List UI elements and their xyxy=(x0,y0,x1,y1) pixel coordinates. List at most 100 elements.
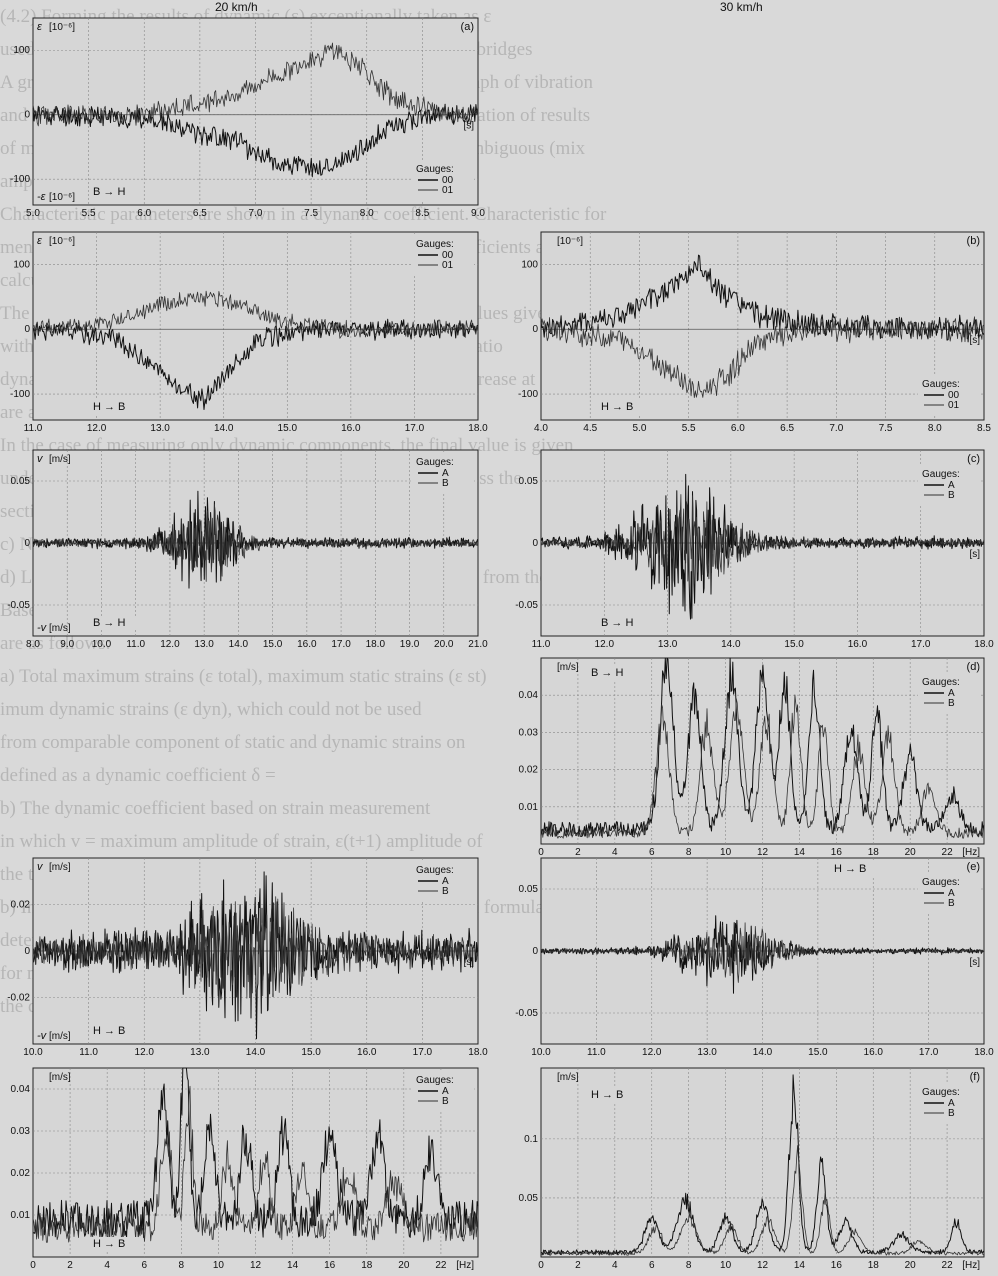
legend-item-label: 00 xyxy=(948,390,960,401)
x-tick-label: 22 xyxy=(435,1260,447,1271)
x-tick-label: 18 xyxy=(868,847,880,858)
x-tick-label: 8 xyxy=(686,1260,692,1271)
y-tick-label: 0.02 xyxy=(11,1168,31,1179)
legend-item-label: A xyxy=(442,468,449,479)
legend-item-label: A xyxy=(948,688,955,699)
x-tick-label: 6.5 xyxy=(780,423,794,434)
y-tick-label: -100 xyxy=(10,174,30,185)
x-tick-label: 6 xyxy=(141,1260,147,1271)
legend-title: Gauges: xyxy=(922,469,960,480)
x-tick-label: 15.0 xyxy=(263,639,283,650)
x-unit-label: [s] xyxy=(463,957,474,968)
x-tick-label: 10.0 xyxy=(23,1047,43,1058)
x-tick-label: 7.0 xyxy=(249,208,263,219)
x-tick-label: 20 xyxy=(905,1260,917,1271)
series-line-B xyxy=(32,504,479,582)
x-tick-label: 10 xyxy=(213,1260,225,1271)
direction-backdrop xyxy=(598,400,646,414)
x-tick-label: 10.0 xyxy=(531,1047,551,1058)
direction-backdrop xyxy=(588,1088,636,1102)
x-tick-label: 16 xyxy=(831,847,843,858)
x-tick-label: 18.0 xyxy=(468,1047,488,1058)
bleed-through-line: Characteristic parameters are shown in a… xyxy=(0,204,607,225)
x-tick-label: 21.0 xyxy=(468,639,488,650)
y-tick-label: 0.02 xyxy=(519,765,539,776)
chart-panel-a: 5.0 5.5 6.0 6.5 7.0 7.5 8.0 8.5 9.0 100 0 -100 ε [10⁻… xyxy=(10,17,485,219)
y-tick-label: 0.03 xyxy=(11,1126,31,1137)
x-tick-label: 8.0 xyxy=(928,423,942,434)
chart-panel-b-left: 11.0 12.0 13.0 14.0 15.0 16.0 17.0 18.0 100 0 -100… xyxy=(10,231,488,434)
bleed-through-line: b) The dynamic coefficient based on stra… xyxy=(0,798,431,819)
legend-item-label: 01 xyxy=(948,400,960,411)
x-tick-label: 5.5 xyxy=(82,208,96,219)
y-tick-label: 0.03 xyxy=(519,727,539,738)
x-tick-label: 14 xyxy=(287,1260,299,1271)
x-tick-label: 16.0 xyxy=(341,423,361,434)
legend-item-label: B xyxy=(948,698,955,709)
y-axis-neg-symbol: -v xyxy=(37,1030,48,1042)
panel-label: (b) xyxy=(967,235,980,247)
direction-label: B → H xyxy=(93,617,125,629)
chart-panel-c-right: 11.0 12.0 13.0 14.0 15.0 16.0 17.0 18.0 0.05 0 -0.… xyxy=(515,449,994,650)
y-tick-label: 0.01 xyxy=(519,802,539,813)
x-tick-label: 13.0 xyxy=(697,1047,717,1058)
legend-item-label: B xyxy=(948,490,955,501)
x-tick-label: 8.5 xyxy=(415,208,429,219)
y-tick-label: 0 xyxy=(24,324,30,335)
panel-label: (c) xyxy=(967,453,980,465)
y-tick-label: -0.05 xyxy=(515,600,538,611)
x-tick-label: 20 xyxy=(905,847,917,858)
x-tick-label: 9.0 xyxy=(60,639,74,650)
y-axis-symbol: v xyxy=(37,861,44,873)
x-tick-label: 7.5 xyxy=(879,423,893,434)
y-axis-symbol: ε xyxy=(37,21,42,33)
y-unit-label: [m/s] xyxy=(557,1072,579,1083)
bleed-through-line: are as follows: xyxy=(0,633,111,654)
x-tick-label: 6.0 xyxy=(137,208,151,219)
x-tick-label: 17.0 xyxy=(405,423,425,434)
x-tick-label: 14 xyxy=(794,847,806,858)
y-tick-label: 0 xyxy=(532,538,538,549)
x-tick-label: 12.0 xyxy=(642,1047,662,1058)
x-tick-label: 15.0 xyxy=(808,1047,828,1058)
x-tick-label: 4 xyxy=(612,847,618,858)
y-axis-neg-symbol: -ε xyxy=(37,191,46,203)
x-tick-label: 5.0 xyxy=(26,208,40,219)
x-tick-label: 5.5 xyxy=(682,423,696,434)
legend-title: Gauges: xyxy=(922,1087,960,1098)
x-tick-label: 11.0 xyxy=(587,1047,606,1058)
legend-item-label: A xyxy=(948,480,955,491)
x-tick-label: 16.0 xyxy=(864,1047,884,1058)
x-tick-label: 20 xyxy=(398,1260,410,1271)
series-line-A xyxy=(540,915,985,994)
legend-box xyxy=(918,674,980,714)
panel-label: (d) xyxy=(967,661,980,673)
legend-title: Gauges: xyxy=(416,865,454,876)
x-tick-label: 7.0 xyxy=(829,423,843,434)
y-unit-label: [m/s] xyxy=(557,662,579,673)
x-tick-label: 15.0 xyxy=(784,639,804,650)
x-tick-label: 6 xyxy=(649,1260,655,1271)
y-unit-label: [10⁻⁶] xyxy=(49,236,75,247)
x-tick-label: 11.0 xyxy=(126,639,145,650)
x-tick-label: 18.0 xyxy=(468,423,488,434)
x-tick-label: 2 xyxy=(575,847,581,858)
x-tick-label: 18 xyxy=(361,1260,373,1271)
y-unit-label: [10⁻⁶] xyxy=(557,236,583,247)
right-speed-label: 30 km/h xyxy=(720,0,763,14)
x-tick-label: 8.0 xyxy=(360,208,374,219)
series-line-01 xyxy=(32,42,479,127)
x-unit-label: [s] xyxy=(969,957,980,968)
x-tick-label: 14.0 xyxy=(246,1047,266,1058)
y-tick-label: 0.02 xyxy=(11,900,31,911)
y-unit-label-bottom: [m/s] xyxy=(49,623,71,634)
chart-panel-e-left: 10.0 11.0 12.0 13.0 14.0 15.0 16.0 17.0 18.0 0.02… xyxy=(7,857,488,1058)
y-tick-label: 0.05 xyxy=(11,476,31,487)
direction-backdrop xyxy=(90,616,138,630)
direction-label: H → B xyxy=(93,401,125,413)
y-tick-label: 0 xyxy=(532,946,538,957)
legend-box xyxy=(412,236,474,276)
direction-backdrop xyxy=(598,616,646,630)
x-tick-label: 14.0 xyxy=(753,1047,773,1058)
